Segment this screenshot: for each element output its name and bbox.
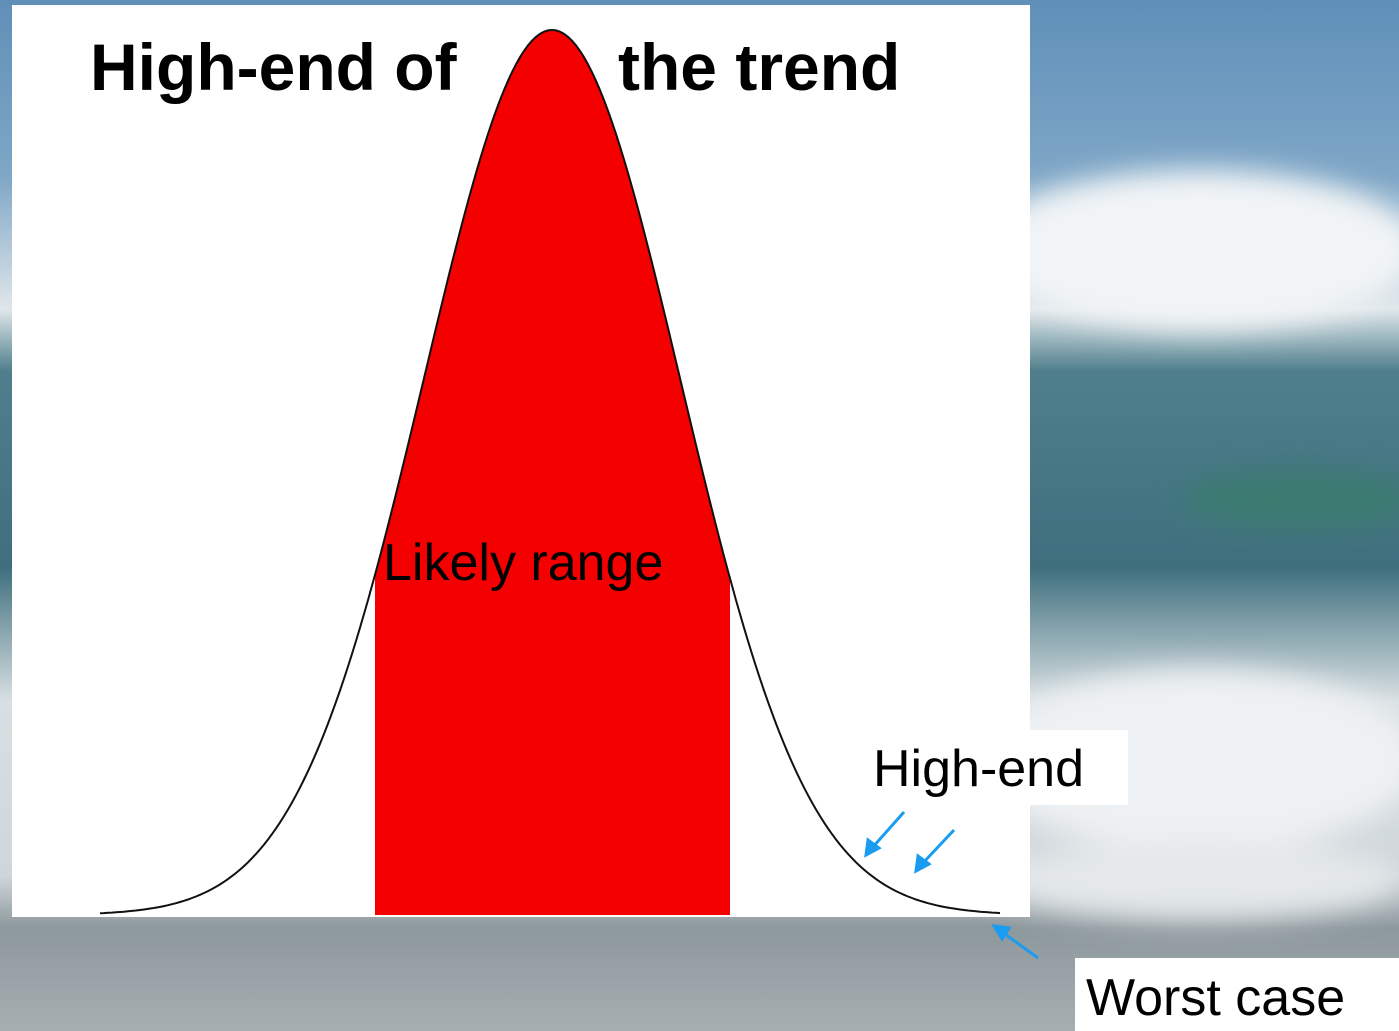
title-right: the trend (618, 30, 900, 104)
waves (980, 170, 1399, 920)
arrow (870, 811, 906, 849)
high-end-box (866, 730, 1128, 805)
worst-case-label: Worst case (1086, 969, 1345, 1027)
arrow-head (991, 924, 1012, 942)
arrow (920, 828, 956, 866)
high-end-label: High-end (873, 740, 1084, 798)
arrow-head (914, 853, 932, 874)
worst-case-box (1075, 958, 1399, 1031)
bell-curve (99, 28, 1001, 915)
likely-range-label: Likely range (383, 534, 663, 592)
arrows (864, 811, 1039, 960)
arrow (1001, 930, 1039, 960)
title-left: High-end of (90, 30, 458, 104)
arrow-head (864, 837, 882, 858)
likely-range-area (375, 30, 730, 915)
